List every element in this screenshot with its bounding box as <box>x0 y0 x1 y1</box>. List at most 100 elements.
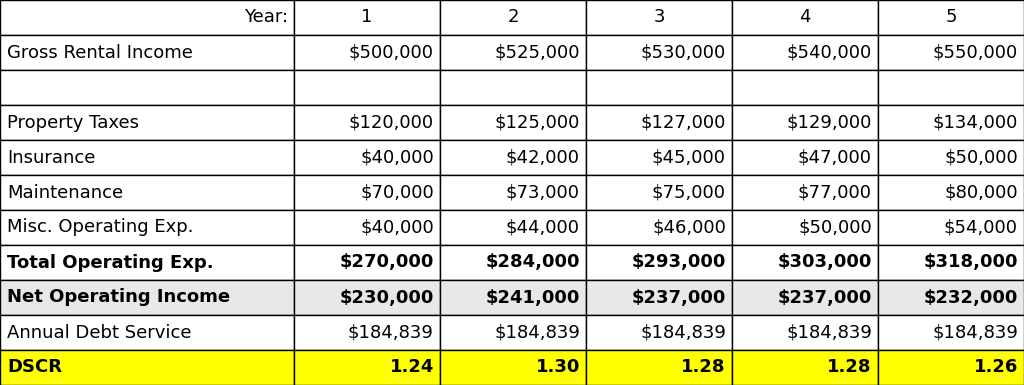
Bar <box>0 140 294 175</box>
Bar <box>586 35 732 70</box>
Text: $540,000: $540,000 <box>786 44 872 62</box>
Text: $120,000: $120,000 <box>349 114 434 132</box>
Bar <box>586 315 732 350</box>
Bar <box>440 70 586 105</box>
Bar <box>440 280 586 315</box>
Bar <box>879 175 1024 210</box>
Bar <box>294 210 440 245</box>
Text: $134,000: $134,000 <box>933 114 1018 132</box>
Bar <box>440 35 586 70</box>
Bar <box>0 105 294 140</box>
Bar <box>294 0 440 35</box>
Bar <box>0 175 294 210</box>
Text: $237,000: $237,000 <box>632 288 726 306</box>
Text: DSCR: DSCR <box>7 358 62 377</box>
Bar <box>586 245 732 280</box>
Bar <box>294 105 440 140</box>
Bar <box>440 350 586 385</box>
Text: $318,000: $318,000 <box>924 253 1018 271</box>
Bar <box>732 0 879 35</box>
Bar <box>586 315 732 350</box>
Bar <box>294 210 440 245</box>
Bar <box>732 315 879 350</box>
Bar <box>440 245 586 280</box>
Bar <box>440 350 586 385</box>
Bar <box>586 70 732 105</box>
Bar <box>440 245 586 280</box>
Bar <box>0 280 294 315</box>
Bar <box>879 105 1024 140</box>
Bar <box>879 245 1024 280</box>
Bar <box>440 315 586 350</box>
Bar <box>732 0 879 35</box>
Bar <box>732 105 879 140</box>
Bar <box>294 280 440 315</box>
Bar <box>732 350 879 385</box>
Bar <box>0 140 294 175</box>
Bar <box>732 105 879 140</box>
Bar <box>0 35 294 70</box>
Bar <box>0 350 294 385</box>
Bar <box>586 210 732 245</box>
Text: Maintenance: Maintenance <box>7 184 124 201</box>
Text: Net Operating Income: Net Operating Income <box>7 288 230 306</box>
Bar <box>586 35 732 70</box>
Bar <box>732 70 879 105</box>
Bar <box>294 315 440 350</box>
Text: Total Operating Exp.: Total Operating Exp. <box>7 253 214 271</box>
Bar <box>586 210 732 245</box>
Bar <box>879 210 1024 245</box>
Text: $50,000: $50,000 <box>944 149 1018 166</box>
Text: $500,000: $500,000 <box>349 44 434 62</box>
Bar <box>732 210 879 245</box>
Bar <box>0 175 294 210</box>
Bar <box>0 0 294 35</box>
Bar <box>732 280 879 315</box>
Text: $232,000: $232,000 <box>924 288 1018 306</box>
Bar <box>879 245 1024 280</box>
Text: 2: 2 <box>507 8 519 27</box>
Bar <box>294 140 440 175</box>
Bar <box>294 245 440 280</box>
Bar <box>0 280 294 315</box>
Text: $80,000: $80,000 <box>944 184 1018 201</box>
Bar <box>0 210 294 245</box>
Bar <box>732 140 879 175</box>
Bar <box>294 315 440 350</box>
Bar <box>586 0 732 35</box>
Bar <box>586 140 732 175</box>
Text: $184,839: $184,839 <box>932 323 1018 341</box>
Text: 3: 3 <box>653 8 665 27</box>
Bar <box>732 35 879 70</box>
Bar <box>879 0 1024 35</box>
Text: $530,000: $530,000 <box>641 44 726 62</box>
Bar <box>294 0 440 35</box>
Text: $525,000: $525,000 <box>495 44 580 62</box>
Text: $50,000: $50,000 <box>798 219 872 236</box>
Text: 5: 5 <box>945 8 956 27</box>
Text: 1.28: 1.28 <box>681 358 726 377</box>
Bar <box>0 245 294 280</box>
Text: $184,839: $184,839 <box>786 323 872 341</box>
Text: $75,000: $75,000 <box>652 184 726 201</box>
Text: Misc. Operating Exp.: Misc. Operating Exp. <box>7 219 194 236</box>
Bar <box>294 70 440 105</box>
Bar <box>294 245 440 280</box>
Bar <box>732 350 879 385</box>
Bar <box>440 175 586 210</box>
Bar <box>440 175 586 210</box>
Bar <box>294 140 440 175</box>
Bar <box>732 35 879 70</box>
Text: Insurance: Insurance <box>7 149 96 166</box>
Bar <box>586 280 732 315</box>
Text: $184,839: $184,839 <box>640 323 726 341</box>
Bar <box>879 280 1024 315</box>
Bar <box>586 245 732 280</box>
Bar <box>879 105 1024 140</box>
Text: $284,000: $284,000 <box>485 253 580 271</box>
Text: Gross Rental Income: Gross Rental Income <box>7 44 194 62</box>
Text: $550,000: $550,000 <box>933 44 1018 62</box>
Bar <box>0 350 294 385</box>
Text: $70,000: $70,000 <box>360 184 434 201</box>
Bar <box>586 0 732 35</box>
